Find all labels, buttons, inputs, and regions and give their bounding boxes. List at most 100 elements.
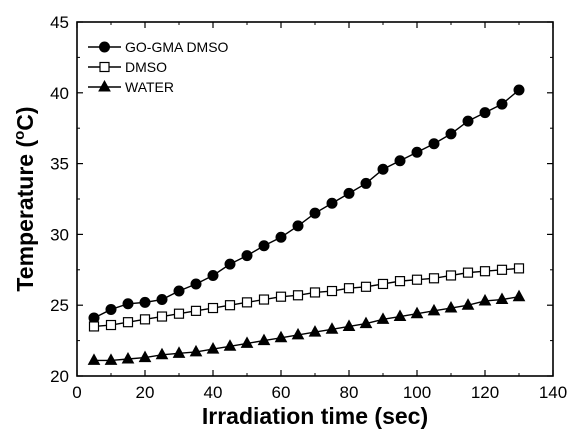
data-point bbox=[427, 303, 441, 316]
data-point bbox=[224, 258, 236, 270]
data-point bbox=[342, 319, 356, 331]
data-point bbox=[292, 220, 304, 232]
data-point bbox=[360, 281, 372, 292]
data-point bbox=[513, 84, 525, 96]
y-tick-label: 25 bbox=[50, 296, 69, 315]
data-point bbox=[173, 308, 185, 319]
x-tick-label: 140 bbox=[539, 383, 567, 402]
x-tick-label: 40 bbox=[204, 383, 223, 402]
data-point bbox=[444, 300, 458, 313]
legend-marker bbox=[99, 61, 110, 73]
data-point bbox=[512, 289, 526, 302]
data-point bbox=[87, 353, 101, 365]
legend-marker bbox=[99, 41, 110, 53]
data-point bbox=[478, 293, 492, 306]
data-point bbox=[479, 107, 491, 119]
y-axis-title: Temperature (oC) bbox=[11, 106, 38, 291]
data-point bbox=[428, 138, 440, 150]
data-point bbox=[308, 325, 322, 337]
data-point bbox=[445, 270, 457, 281]
data-point bbox=[105, 303, 117, 315]
legend-label: GO-GMA DMSO bbox=[125, 39, 229, 55]
legend-marker bbox=[98, 79, 111, 92]
data-point bbox=[513, 263, 525, 274]
x-tick-label: 0 bbox=[72, 383, 81, 402]
y-tick-label: 45 bbox=[50, 13, 69, 32]
data-point bbox=[394, 155, 406, 167]
data-point bbox=[156, 311, 168, 322]
data-point bbox=[240, 336, 254, 348]
data-point bbox=[172, 346, 186, 358]
data-point bbox=[462, 115, 474, 127]
series-layer bbox=[87, 84, 526, 365]
series-1 bbox=[88, 263, 525, 332]
data-point bbox=[138, 350, 152, 363]
data-point bbox=[326, 197, 338, 209]
data-point bbox=[139, 296, 151, 308]
data-point bbox=[104, 353, 118, 365]
data-point bbox=[360, 177, 372, 189]
data-point bbox=[292, 290, 304, 301]
data-point bbox=[428, 273, 440, 284]
data-point bbox=[122, 317, 134, 328]
data-point bbox=[410, 306, 424, 319]
data-point bbox=[479, 266, 491, 277]
legend-item: DMSO bbox=[88, 59, 167, 75]
data-point bbox=[155, 347, 169, 360]
data-point bbox=[343, 283, 355, 294]
data-point bbox=[496, 264, 508, 275]
data-point bbox=[258, 294, 270, 305]
data-point bbox=[394, 276, 406, 287]
data-point bbox=[326, 285, 338, 297]
data-point bbox=[275, 291, 287, 302]
data-point bbox=[121, 351, 135, 364]
data-point bbox=[206, 342, 220, 354]
data-point bbox=[411, 146, 423, 158]
data-point bbox=[309, 287, 321, 298]
data-point bbox=[207, 302, 219, 314]
data-point bbox=[105, 319, 117, 331]
x-tick-label: 20 bbox=[136, 383, 155, 402]
series-0 bbox=[88, 84, 525, 324]
data-point bbox=[223, 339, 237, 351]
data-point bbox=[190, 278, 202, 290]
data-point bbox=[257, 333, 271, 346]
data-point bbox=[274, 330, 288, 343]
legend: GO-GMA DMSO DMSO WATER bbox=[88, 39, 229, 95]
data-point bbox=[241, 250, 253, 262]
data-point bbox=[376, 312, 390, 324]
data-point bbox=[88, 321, 100, 332]
data-point bbox=[275, 231, 287, 243]
data-point bbox=[241, 297, 253, 308]
y-tick-label: 20 bbox=[50, 367, 69, 386]
data-point bbox=[445, 128, 457, 140]
data-point bbox=[495, 292, 509, 305]
legend-label: DMSO bbox=[125, 59, 167, 75]
y-tick-label: 30 bbox=[50, 225, 69, 244]
data-point bbox=[207, 269, 219, 281]
x-tick-label: 60 bbox=[272, 383, 291, 402]
data-point bbox=[258, 240, 270, 252]
x-tick-label: 100 bbox=[403, 383, 431, 402]
data-point bbox=[462, 267, 474, 278]
data-point bbox=[377, 163, 389, 175]
series-2 bbox=[87, 289, 526, 365]
data-point bbox=[156, 294, 168, 306]
data-point bbox=[122, 298, 134, 310]
y-tick-label: 35 bbox=[50, 155, 69, 174]
legend-label: WATER bbox=[125, 79, 174, 95]
legend-item: GO-GMA DMSO bbox=[88, 39, 229, 55]
data-point bbox=[411, 274, 423, 285]
x-tick-label: 80 bbox=[340, 383, 359, 402]
data-point bbox=[461, 298, 475, 310]
x-axis-title: Irradiation time (sec) bbox=[202, 403, 428, 429]
data-point bbox=[496, 98, 508, 110]
data-point bbox=[309, 207, 321, 219]
data-point bbox=[139, 314, 151, 325]
data-point bbox=[393, 309, 407, 322]
legend-item: WATER bbox=[88, 79, 174, 95]
data-point bbox=[291, 327, 305, 340]
data-point bbox=[325, 322, 339, 334]
